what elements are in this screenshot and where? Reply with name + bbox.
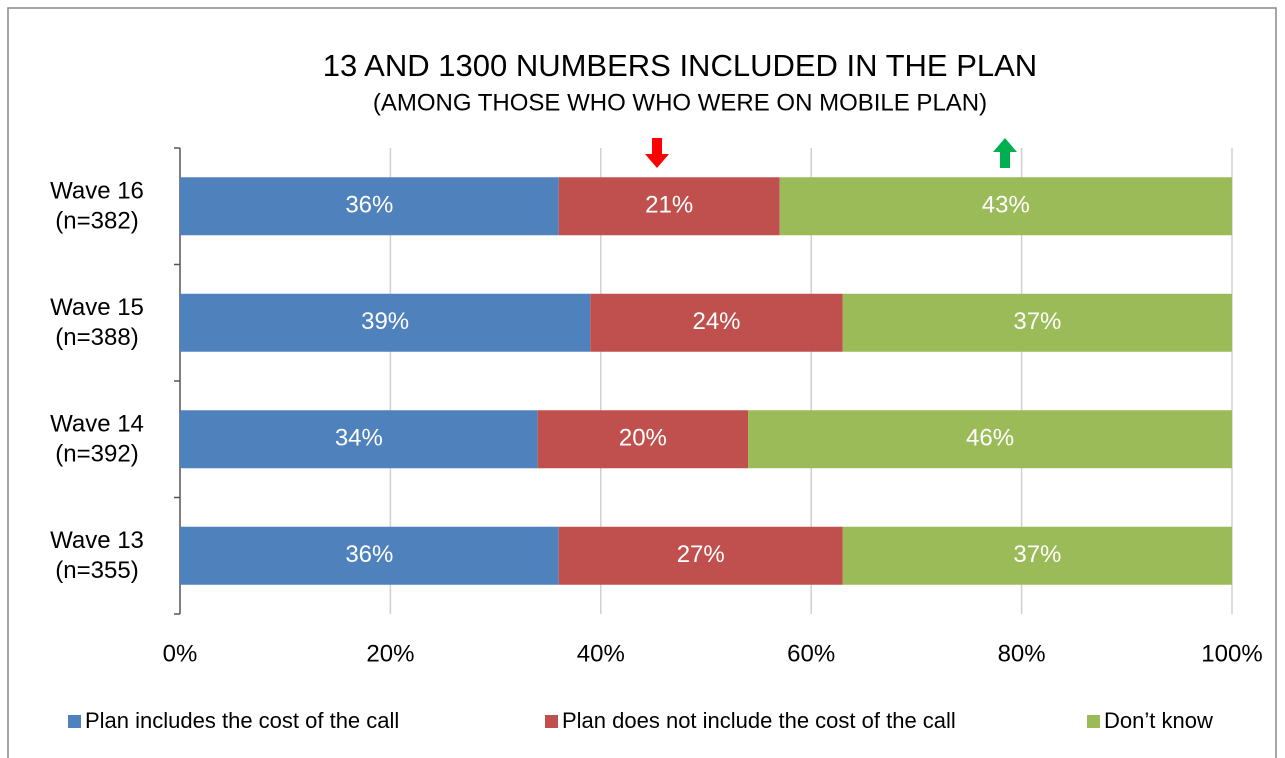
legend-label: Don’t know — [1104, 708, 1213, 733]
x-tick-label: 20% — [366, 640, 414, 667]
bar-label: 36% — [345, 192, 393, 219]
y-tick-label: Wave 13 (n=355) — [50, 527, 144, 584]
bar-label: 43% — [982, 192, 1030, 219]
bar-label: 37% — [1013, 541, 1061, 568]
y-tick-label-line: Wave 13 — [50, 527, 144, 554]
x-tick-label: 0% — [163, 640, 198, 667]
bar-label: 36% — [345, 541, 393, 568]
legend-label: Plan includes the cost of the call — [85, 708, 399, 733]
bar-label: 37% — [1013, 308, 1061, 335]
y-tick-label: Wave 16 (n=382) — [50, 178, 144, 235]
y-tick-label: Wave 14 (n=392) — [50, 411, 144, 468]
bar-label: 46% — [966, 425, 1014, 452]
legend-swatch — [545, 715, 558, 728]
y-tick-label-line: (n=388) — [55, 324, 138, 351]
bar — [537, 410, 749, 469]
bar-label: 39% — [361, 308, 409, 335]
x-tick-label: 80% — [998, 640, 1046, 667]
bar — [748, 410, 1232, 469]
bar — [180, 410, 538, 469]
y-tick-label: Wave 15 (n=388) — [50, 294, 144, 351]
y-tick-label-line: Wave 16 — [50, 178, 144, 205]
y-tick-label-line: Wave 15 — [50, 294, 144, 321]
chart-title: 13 AND 1300 NUMBERS INCLUDED IN THE PLAN — [323, 48, 1037, 83]
bar — [180, 177, 559, 236]
y-tick-label-line: (n=392) — [55, 441, 138, 468]
bar — [842, 293, 1232, 352]
x-tick-label: 100% — [1201, 640, 1262, 667]
bar-label: 27% — [677, 541, 725, 568]
bar — [180, 526, 559, 585]
bar-label: 24% — [692, 308, 740, 335]
bar — [590, 293, 843, 352]
bar — [180, 293, 591, 352]
x-tick-label: 40% — [577, 640, 625, 667]
y-tick-label-line: Wave 14 — [50, 411, 144, 438]
chart-border — [7, 7, 1277, 758]
y-tick-label-line: (n=355) — [55, 557, 138, 584]
down-arrow — [645, 138, 669, 168]
bar — [842, 526, 1232, 585]
legend-swatch — [1087, 715, 1100, 728]
bar — [558, 526, 843, 585]
legend-label: Plan does not include the cost of the ca… — [562, 708, 956, 733]
chart-subtitle: (AMONG THOSE WHO WHO WERE ON MOBILE PLAN… — [373, 89, 987, 116]
bar-label: 20% — [619, 425, 667, 452]
bar-label: 34% — [335, 425, 383, 452]
up-arrow — [993, 138, 1017, 168]
bar-label: 21% — [645, 192, 693, 219]
bar — [779, 177, 1232, 236]
legend-swatch — [68, 715, 81, 728]
y-tick-label-line: (n=382) — [55, 208, 138, 235]
x-tick-label: 60% — [787, 640, 835, 667]
bar — [558, 177, 780, 236]
